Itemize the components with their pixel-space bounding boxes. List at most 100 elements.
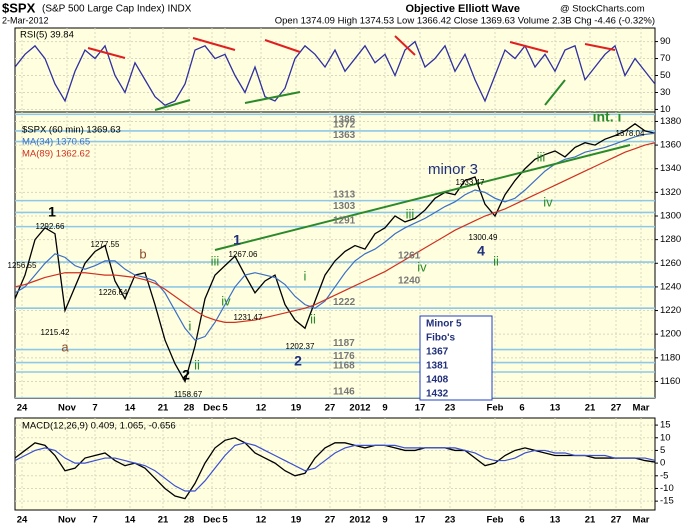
legend-label: $SPX (60 min) 1369.63 (22, 125, 121, 136)
wave-label: 1215.42 (41, 328, 70, 337)
x-tick-label: 7 (92, 515, 97, 526)
x-tick-label: 28 (184, 403, 195, 414)
wave-label: 4 (477, 243, 485, 259)
wave-label: iv (417, 259, 427, 274)
panel-layer (15, 418, 655, 510)
wave-label: 1158.67 (174, 390, 203, 399)
wave-label: 1333.47 (456, 178, 485, 187)
quote: Open 1374.09 High 1374.53 Low 1366.42 Cl… (275, 16, 655, 27)
wave-label: b (139, 246, 146, 261)
legend-entry: MA(34) 1370.65 (22, 137, 90, 148)
series-line (15, 123, 655, 384)
y-tick-label: 1280 (660, 234, 681, 245)
wave-label: iv (221, 293, 231, 308)
x-tick-label: Mar (633, 515, 650, 526)
x-tick-label: Nov (58, 515, 77, 526)
y-tick-label: 1300 (660, 211, 681, 222)
y-tick-label: 70 (660, 53, 671, 64)
date: 2-Mar-2012 (2, 15, 49, 25)
x-tick-label: 23 (445, 403, 456, 414)
x-tick-label: 5 (222, 515, 228, 526)
target-box (419, 315, 493, 401)
fibo-label: 1168 (333, 361, 355, 372)
x-tick-label: Dec (203, 403, 220, 414)
wave-label: 1231.47 (234, 313, 263, 322)
wave-label: 2 (182, 367, 190, 383)
x-tick-label: 6 (519, 403, 524, 414)
y-tick-label: 1220 (660, 305, 681, 316)
wave-label: int. i (593, 109, 622, 125)
wave-label: ii (310, 311, 316, 326)
x-tick-label: 7 (92, 403, 97, 414)
y-tick-label: -10 (660, 483, 674, 494)
rsi-divergence (394, 35, 416, 56)
x-tick-label: 23 (445, 515, 456, 526)
wave-label: ii (493, 253, 499, 268)
y-tick-label: 10 (660, 104, 671, 115)
series-line (15, 442, 655, 492)
y-tick-label: 1180 (660, 352, 680, 363)
macd-panel (14, 417, 656, 511)
target-text: Minor 5 (426, 319, 462, 330)
annotation-lines (87, 35, 631, 251)
series-line (15, 437, 655, 500)
x-tick-label: 21 (585, 515, 596, 526)
fibo-label: 1261 (398, 251, 421, 262)
x-tick-label: 24 (17, 515, 28, 526)
y-tick-label: 1380 (660, 116, 681, 127)
x-tick-label: Nov (58, 403, 77, 414)
x-tick-label: Feb (487, 515, 504, 526)
rsi-panel (14, 27, 656, 113)
fibo-label: 1176 (333, 351, 355, 362)
title: $SPX (2, 0, 36, 15)
source: @ StockCharts.com (560, 4, 645, 15)
x-tick-label: 9 (382, 403, 387, 414)
x-tick-label: 21 (158, 515, 169, 526)
fibo-label: 1313 (333, 189, 356, 200)
fibo-label: 1363 (333, 130, 356, 141)
target-text: 1381 (426, 361, 449, 372)
fibo-label: 1222 (333, 297, 356, 308)
wave-label: i (304, 268, 307, 283)
x-tick-label: Feb (487, 403, 504, 414)
wave-label: 1300.49 (469, 233, 498, 242)
author: Objective Elliott Wave (405, 3, 520, 15)
y-tick-label: 1240 (660, 281, 681, 292)
subtitle: (S&P 500 Large Cap Index) INDX (42, 4, 192, 15)
x-tick-label: 17 (415, 403, 426, 414)
wave-label: 1292.66 (36, 222, 65, 231)
series-line (15, 40, 655, 106)
x-tick-label: 13 (550, 515, 561, 526)
y-tick-label: 15 (660, 420, 671, 431)
x-tick-label: 27 (611, 403, 622, 414)
y-tick-label: -5 (660, 470, 668, 481)
wave-label: minor 3 (428, 161, 478, 178)
rsi-divergence (264, 39, 301, 53)
target-text: 1432 (426, 389, 449, 400)
x-tick-label: 19 (291, 403, 302, 414)
rsi-divergence (544, 79, 566, 106)
y-tick-label: 5 (660, 445, 665, 456)
x-tick-label: 14 (125, 403, 136, 414)
series-line (15, 132, 655, 341)
y-tick-label: 1340 (660, 163, 681, 174)
x-tick-label: 13 (550, 403, 561, 414)
wave-label: iv (543, 194, 553, 209)
wave-label: 1202.37 (286, 342, 315, 351)
wave-label: iii (211, 253, 220, 268)
fibo-label: 1187 (333, 338, 355, 349)
y-tick-label: 1200 (660, 329, 681, 340)
rsi-divergence (244, 91, 301, 104)
series-line (15, 142, 655, 323)
x-tick-label: 21 (158, 403, 169, 414)
x-tick-label: 6 (519, 515, 524, 526)
wave-label: iii (537, 149, 546, 164)
x-tick-label: Dec (203, 515, 220, 526)
rsi-divergence (509, 41, 549, 53)
fibo-label: 1291 (333, 215, 356, 226)
y-tick-label: 30 (660, 87, 671, 98)
wave-label: 1267.06 (229, 250, 258, 259)
rsi-divergence (87, 47, 126, 59)
